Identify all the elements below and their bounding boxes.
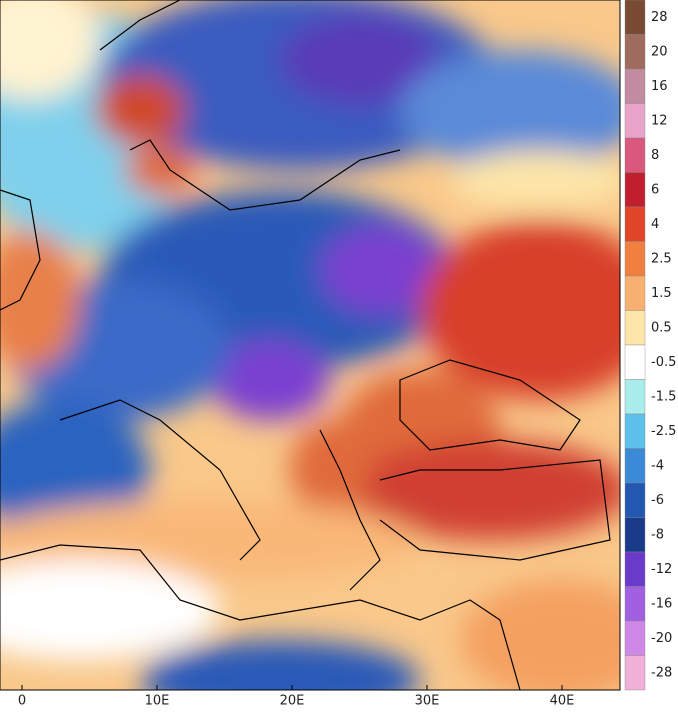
colorbar-swatch (624, 310, 646, 346)
colorbar-swatch (624, 482, 646, 518)
colorbar-label: -12 (651, 562, 672, 577)
colorbar-label: -8 (651, 527, 664, 542)
x-tick-label: 40E (550, 694, 575, 709)
colorbar-label: 12 (651, 113, 668, 128)
colorbar-label: 6 (651, 182, 659, 197)
anomaly-map (0, 0, 620, 690)
colorbar-label: -16 (651, 596, 672, 611)
map-frame (0, 0, 621, 691)
colorbar-swatch (624, 517, 646, 553)
colorbar-label: 2.5 (651, 251, 672, 266)
colorbar-label: 8 (651, 148, 659, 163)
x-tick-label: 20E (280, 694, 305, 709)
colorbar-swatch (624, 206, 646, 242)
colorbar-swatch (624, 413, 646, 449)
colorbar-swatch (624, 551, 646, 587)
x-tick-label: 10E (145, 694, 170, 709)
colorbar-swatch (624, 241, 646, 277)
colorbar-label: 0.5 (651, 320, 672, 335)
colorbar-label: -2.5 (651, 424, 676, 439)
x-tick-label: 0 (18, 694, 26, 709)
colorbar-label: 4 (651, 217, 659, 232)
x-tick-label: 30E (415, 694, 440, 709)
colorbar-label: 16 (651, 79, 668, 94)
colorbar: 28 20 16 12 8 6 4 2.5 1.5 0.5 -0.5 -1.5 -2.5 -4 -6 -8 -1… (624, 0, 676, 691)
colorbar-label: 1.5 (651, 286, 672, 301)
colorbar-label: -0.5 (651, 355, 676, 370)
colorbar-label: -6 (651, 493, 664, 508)
colorbar-label: 28 (651, 10, 668, 25)
colorbar-label: -20 (651, 631, 672, 646)
colorbar-swatch (624, 34, 646, 70)
colorbar-label: -1.5 (651, 389, 676, 404)
x-axis: 0 10E 20E 30E 40E (18, 685, 575, 709)
colorbar-swatch (624, 379, 646, 415)
colorbar-swatch (624, 655, 646, 691)
colorbar-swatch (624, 586, 646, 622)
colorbar-label: -4 (651, 458, 664, 473)
colorbar-swatch (624, 275, 646, 311)
colorbar-swatch (624, 172, 646, 208)
colorbar-swatch (624, 103, 646, 139)
colorbar-swatch (624, 68, 646, 104)
colorbar-swatch (624, 0, 646, 35)
colorbar-swatch (624, 620, 646, 656)
colorbar-swatch (624, 448, 646, 484)
colorbar-label: -28 (651, 665, 672, 680)
colorbar-swatch (624, 137, 646, 173)
colorbar-swatch (624, 344, 646, 380)
colorbar-label: 20 (651, 44, 668, 59)
